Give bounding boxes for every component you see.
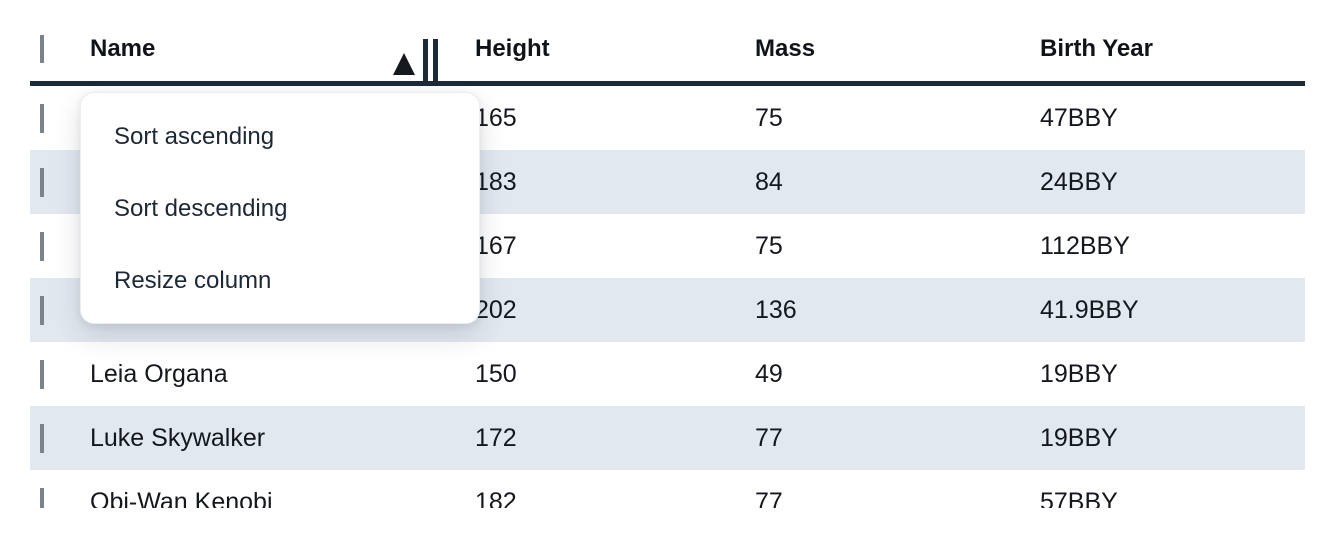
row-select-cell bbox=[30, 231, 90, 261]
column-header-height[interactable]: Height bbox=[475, 34, 550, 62]
table-row[interactable]: Leia Organa 150 49 19BBY bbox=[30, 342, 1305, 406]
row-checkbox[interactable] bbox=[40, 103, 44, 133]
cell-name: Luke Skywalker bbox=[90, 423, 266, 452]
cell-name: Obi-Wan Kenobi bbox=[90, 487, 273, 509]
select-all-checkbox[interactable] bbox=[40, 34, 44, 63]
table-row[interactable]: Luke Skywalker 172 77 19BBY bbox=[30, 406, 1305, 470]
cell-height: 150 bbox=[475, 359, 517, 388]
cell-mass: 75 bbox=[755, 103, 783, 132]
column-resize-handle-icon[interactable] bbox=[423, 39, 438, 81]
resize-bar-right bbox=[433, 39, 438, 81]
row-select-cell bbox=[30, 423, 90, 453]
cell-birth-year: 41.9BBY bbox=[1040, 295, 1139, 324]
row-select-cell bbox=[30, 103, 90, 133]
data-table: Name Height Mass Birth Year 165 75 47BBY… bbox=[30, 0, 1305, 508]
row-select-cell bbox=[30, 359, 90, 389]
row-select-cell bbox=[30, 167, 90, 197]
cell-height: 165 bbox=[475, 103, 517, 132]
table-row[interactable]: Obi-Wan Kenobi 182 77 57BBY bbox=[30, 470, 1305, 508]
select-all-cell bbox=[30, 34, 90, 63]
menu-item-resize-column[interactable]: Resize column bbox=[114, 267, 272, 294]
cell-birth-year: 24BBY bbox=[1040, 167, 1118, 196]
cell-mass: 84 bbox=[755, 167, 783, 196]
cell-mass: 136 bbox=[755, 295, 797, 324]
cell-birth-year: 57BBY bbox=[1040, 487, 1118, 509]
cell-height: 172 bbox=[475, 423, 517, 452]
column-header-name[interactable]: Name bbox=[90, 16, 475, 81]
cell-mass: 75 bbox=[755, 231, 783, 260]
menu-item-sort-ascending[interactable]: Sort ascending bbox=[114, 123, 275, 150]
cell-height: 182 bbox=[475, 487, 517, 509]
resize-bar-left bbox=[423, 39, 428, 81]
row-select-cell bbox=[30, 295, 90, 325]
cell-birth-year: 112BBY bbox=[1040, 231, 1130, 260]
cell-height: 167 bbox=[475, 231, 517, 260]
column-header-name-label: Name bbox=[90, 34, 156, 62]
cell-mass: 77 bbox=[755, 487, 783, 509]
column-header-birth-year[interactable]: Birth Year bbox=[1040, 34, 1153, 62]
row-checkbox[interactable] bbox=[40, 167, 44, 197]
cell-birth-year: 19BBY bbox=[1040, 423, 1118, 452]
row-checkbox[interactable] bbox=[40, 295, 44, 325]
sort-ascending-icon bbox=[393, 53, 415, 75]
row-checkbox[interactable] bbox=[40, 487, 44, 508]
cell-birth-year: 47BBY bbox=[1040, 103, 1118, 132]
cell-birth-year: 19BBY bbox=[1040, 359, 1118, 388]
row-select-cell bbox=[30, 487, 90, 508]
column-context-menu: Sort ascending Sort descending Resize co… bbox=[80, 92, 480, 324]
cell-height: 183 bbox=[475, 167, 517, 196]
cell-mass: 77 bbox=[755, 423, 783, 452]
cell-name: Leia Organa bbox=[90, 359, 228, 388]
row-checkbox[interactable] bbox=[40, 423, 44, 453]
row-checkbox[interactable] bbox=[40, 231, 44, 261]
row-checkbox[interactable] bbox=[40, 359, 44, 389]
column-header-mass[interactable]: Mass bbox=[755, 34, 816, 62]
cell-mass: 49 bbox=[755, 359, 783, 388]
menu-item-sort-descending[interactable]: Sort descending bbox=[114, 195, 288, 222]
table-header-row: Name Height Mass Birth Year bbox=[30, 0, 1305, 86]
cell-height: 202 bbox=[475, 295, 517, 324]
